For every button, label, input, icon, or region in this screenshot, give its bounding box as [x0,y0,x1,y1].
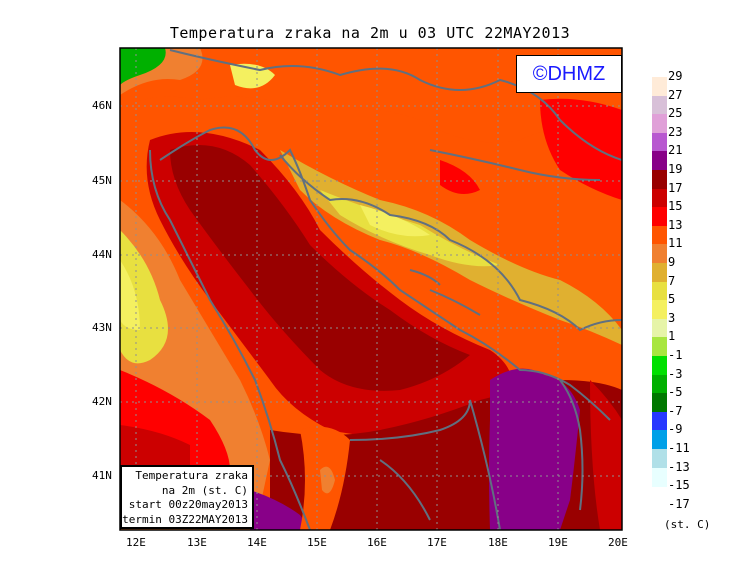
lon-tick: 17E [427,536,447,549]
colorbar-swatch [652,411,667,431]
colorbar-swatch [652,114,667,134]
colorbar-label: 13 [668,217,683,232]
colorbar-label: 3 [668,310,676,325]
lat-tick: 44N [92,248,112,261]
colorbar-label: 27 [668,87,683,102]
colorbar-swatch [652,225,667,245]
lat-tick: 46N [92,99,112,112]
field-pannonia [540,98,622,200]
colorbar-label: -9 [668,422,683,437]
colorbar-label: 21 [668,143,683,158]
lon-tick: 16E [367,536,387,549]
field-italy-inner [120,230,168,364]
colorbar-swatch [652,393,667,413]
lon-tick: 15E [307,536,327,549]
colorbar-swatch [652,132,667,152]
graticule [120,48,622,530]
colorbar-swatch [652,170,667,190]
colorbar-label: 15 [668,199,683,214]
colorbar-swatch [652,430,667,450]
lat-tick: 45N [92,174,112,187]
lat-tick: 41N [92,469,112,482]
colorbar-label: -5 [668,385,683,400]
colorbar-swatch [652,151,667,171]
map-title: Temperatura zraka na 2m u 03 UTC 22MAY20… [169,24,571,42]
field-southwest-warm [250,490,310,530]
colorbar-label: 25 [668,106,683,121]
colorbar-label: 5 [668,292,676,307]
colorbar-label: 1 [668,329,676,344]
colorbar-label: -3 [668,366,683,381]
lon-tick: 13E [187,536,207,549]
field-gargano-core [320,466,335,494]
colorbar-label: -7 [668,403,683,418]
colorbar-swatch [652,95,667,115]
info-line: na 2m (st. C) [161,483,248,497]
lon-tick: 18E [488,536,508,549]
colorbar-swatch [652,337,667,357]
colorbar-swatch [652,449,667,469]
field-italy-core [120,260,140,330]
colorbar-swatch [652,467,667,487]
lon-tick: 12E [126,536,146,549]
info-line: termin 03Z22MAY2013 [122,512,248,526]
colorbar-label: -1 [668,348,683,362]
coastlines [149,49,622,530]
colorbar-label: 7 [668,273,676,288]
colorbar-label: 23 [668,124,683,139]
colorbar-label: 11 [668,236,683,251]
colorbar-label: -17 [668,496,690,511]
map-frame [119,47,623,531]
colorbar-swatch [652,77,667,97]
colorbar-label: 29 [668,69,683,83]
colorbar-label: -15 [668,478,690,493]
colorbar-label: 17 [668,180,683,195]
colorbar-swatch [652,300,667,320]
lon-tick: 14E [247,536,267,549]
lon-tick: 19E [548,536,568,549]
colorbar-label: 19 [668,162,683,176]
lat-tick: 43N [92,321,112,334]
field-albania [590,380,622,530]
lon-tick: 20E [608,536,628,549]
colorbar-swatch [652,318,667,338]
colorbar-swatch [652,263,667,283]
info-line: start 00z20may2013 [128,498,248,511]
colorbar-label: 9 [668,255,676,269]
info-line: Temperatura zraka [135,469,248,482]
colorbar-swatch [652,356,667,376]
dhmz-logo: ©DHMZ [516,55,622,93]
lat-tick: 42N [92,395,112,408]
colorbar-swatch [652,188,667,208]
colorbar-unit: (st. C) [664,518,711,531]
colorbar-swatch [652,374,667,394]
colorbar-swatch [652,281,667,301]
field-adriatic-core [170,145,470,391]
info-box: Temperatura zraka na 2m (st. C) start 00… [120,465,254,529]
colorbar-swatch [652,244,667,264]
field-bosnia-north [440,160,480,194]
colorbar-label: -11 [668,441,690,455]
colorbar-swatch [652,207,667,227]
field-tyrrhenian [120,425,190,470]
colorbar-label: -13 [668,459,690,474]
field-cold-alps [120,48,166,85]
field-ionian-warm [489,368,580,530]
